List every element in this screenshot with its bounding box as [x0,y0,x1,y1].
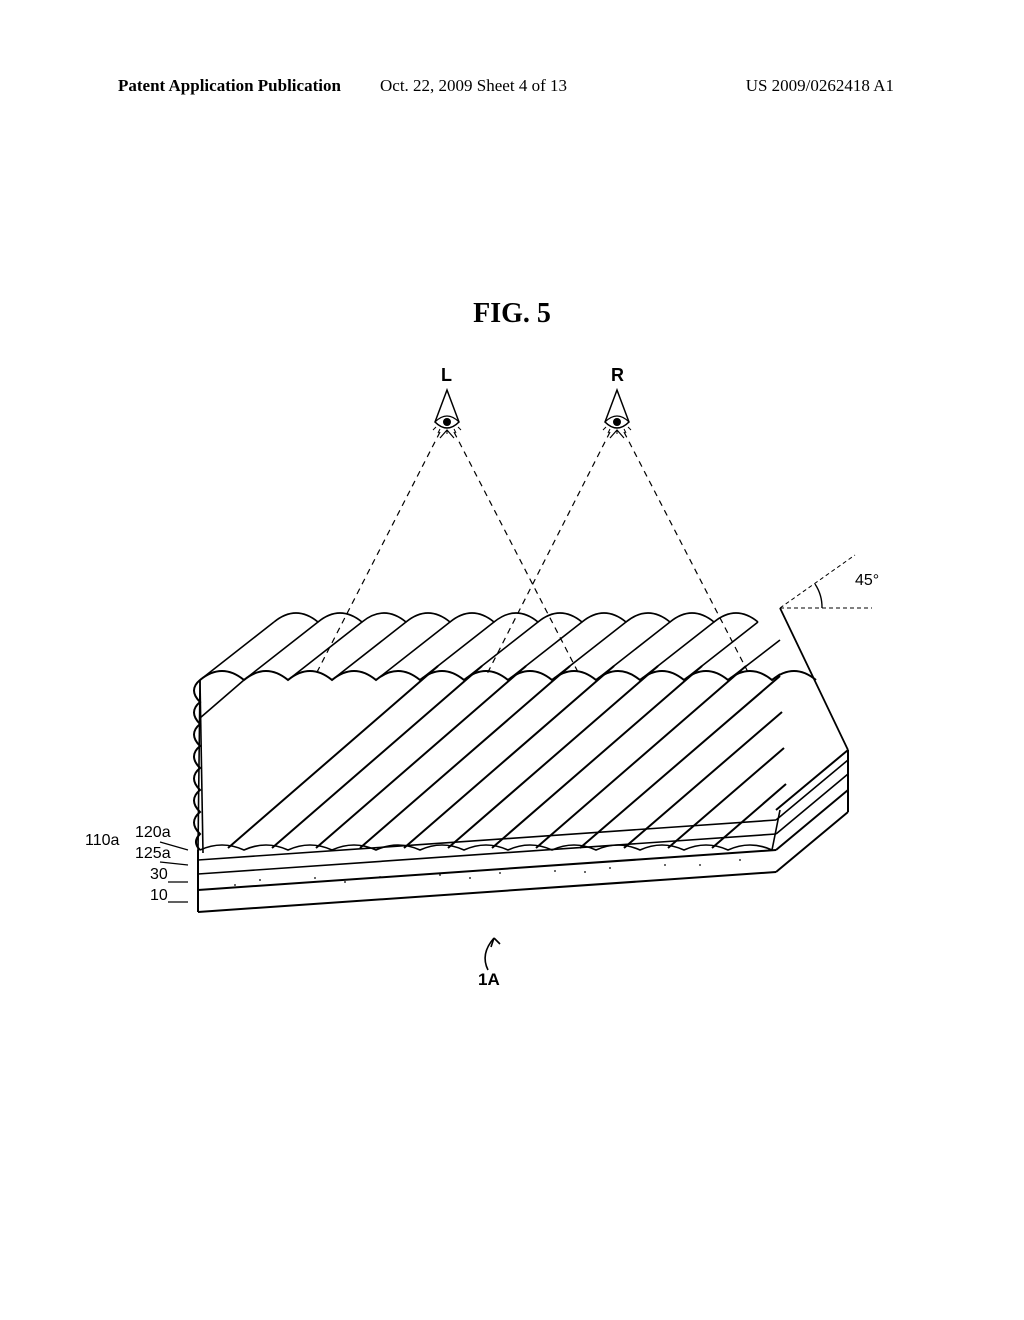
figure-svg [140,330,900,1090]
label-120a: 120a [135,824,171,842]
header-pubnum: US 2009/0262418 A1 [746,76,894,96]
ref-arrow-1a [485,938,500,970]
header-date-sheet: Oct. 22, 2009 Sheet 4 of 13 [380,76,567,96]
lenticular-slab [194,608,848,912]
label-right-eye: R [611,365,624,386]
label-1a: 1A [478,970,500,990]
header-publication: Patent Application Publication [118,76,341,96]
right-eye-icon [603,390,631,434]
view-rays [315,430,750,676]
label-angle: 45° [855,572,879,590]
figure-title: FIG. 5 [100,298,924,330]
label-10: 10 [150,887,168,905]
label-110a: 110a [85,832,119,850]
header: Patent Application Publication Oct. 22, … [0,76,1024,106]
left-eye-icon [433,390,461,434]
label-30: 30 [150,866,168,884]
label-125a: 125a [135,845,171,863]
label-left-eye: L [441,365,452,386]
